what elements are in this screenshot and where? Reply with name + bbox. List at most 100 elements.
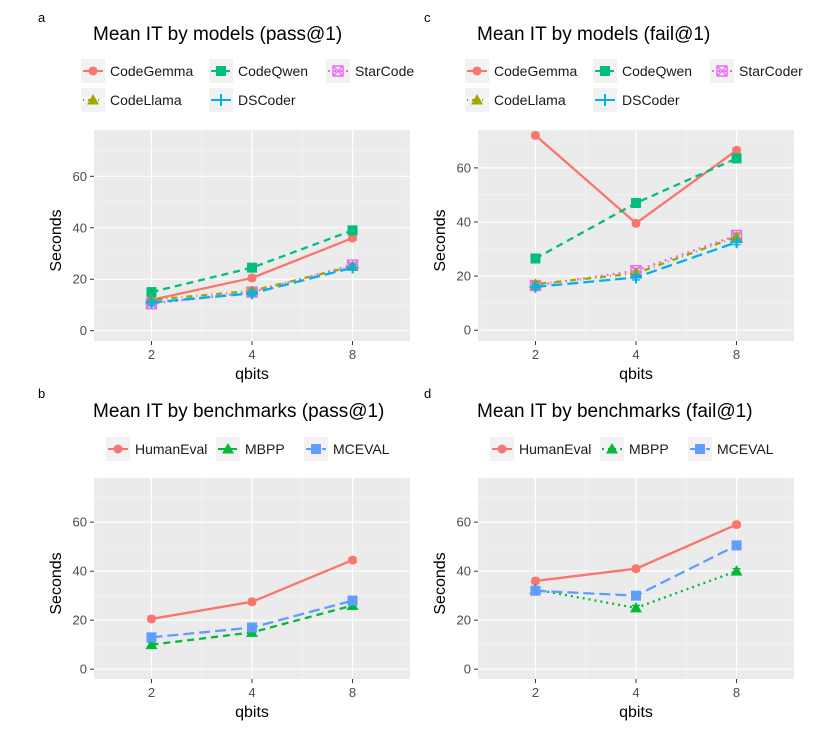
panel-b: b Mean IT by benchmarks (pass@1) HumanEval…: [38, 386, 410, 721]
legend: CodeGemma CodeQwen StarCoder CodeLlama DSCod…: [465, 59, 803, 112]
legend-label: MCEVAL: [717, 441, 774, 457]
legend-label: HumanEval: [135, 441, 207, 457]
legend-label: DSCoder: [622, 92, 680, 108]
x-tick-label: 4: [632, 347, 639, 362]
x-tick-label: 8: [733, 685, 740, 700]
y-tick-label: 20: [457, 613, 471, 628]
data-point: [146, 614, 156, 624]
y-tick-label: 0: [464, 323, 471, 338]
legend-key-marker: [87, 94, 99, 105]
data-point: [731, 540, 742, 551]
legend-key-marker: [606, 443, 618, 454]
legend-key-marker: [215, 94, 227, 106]
legend-key-marker: [695, 444, 705, 454]
y-axis-title: Seconds: [432, 552, 449, 614]
legend-key-marker: [113, 444, 123, 454]
data-point: [631, 564, 641, 574]
series-dscoder: [145, 261, 359, 309]
legend-label: CodeGemma: [110, 63, 193, 79]
x-axis-title: qbits: [235, 366, 269, 383]
data-point: [732, 145, 742, 155]
series-codegemma: [530, 130, 742, 228]
data-point: [530, 585, 541, 596]
data-point: [348, 233, 358, 243]
chart-title: Mean IT by benchmarks (pass@1): [93, 401, 384, 422]
y-tick-label: 60: [73, 169, 87, 184]
legend-item: CodeLlama: [465, 88, 566, 112]
panel-d: d Mean IT by benchmarks (fail@1) HumanEval…: [424, 386, 794, 721]
legend-key-marker: [497, 444, 507, 454]
x-tick-label: 4: [248, 347, 255, 362]
x-tick-label: 8: [349, 685, 356, 700]
legend-label: CodeQwen: [622, 63, 692, 79]
legend-item: DSCoder: [209, 88, 296, 112]
legend-key-marker: [332, 65, 344, 77]
data-point: [732, 520, 742, 530]
series-line: [151, 229, 353, 294]
legend-item: CodeQwen: [593, 59, 692, 83]
data-point: [347, 225, 358, 236]
y-tick-label: 60: [457, 515, 471, 530]
series-humaneval: [146, 555, 358, 624]
legend-key-marker: [222, 443, 234, 454]
chart-title: Mean IT by models (pass@1): [93, 24, 342, 45]
y-axis-title: Seconds: [432, 209, 449, 271]
data-point: [630, 601, 642, 613]
legend-label: HumanEval: [519, 441, 591, 457]
legend-item: MCEVAL: [304, 437, 390, 461]
legend-label: StarCoder: [739, 63, 803, 79]
series-codeqwen: [146, 225, 358, 298]
legend-item: HumanEval: [490, 437, 591, 461]
legend-label: CodeQwen: [238, 63, 308, 79]
chart-title: Mean IT by models (fail@1): [477, 24, 710, 45]
legend-label: MCEVAL: [333, 441, 390, 457]
data-point: [146, 632, 157, 643]
legend-label: MBPP: [245, 441, 285, 457]
legend-item: DSCoder: [593, 88, 680, 112]
data-point: [247, 262, 257, 273]
data-point: [247, 622, 257, 633]
y-tick-label: 0: [80, 323, 87, 338]
legend-item: MBPP: [600, 437, 669, 461]
y-axis-title: Seconds: [48, 209, 65, 271]
legend: HumanEval MBPP MCEVAL: [490, 437, 774, 461]
data-point: [630, 271, 642, 284]
legend-key-marker: [88, 66, 98, 76]
x-tick-label: 8: [733, 347, 740, 362]
data-point: [530, 576, 540, 586]
x-tick-label: 2: [148, 685, 155, 700]
legend-item: HumanEval: [106, 437, 207, 461]
data-point: [348, 555, 358, 565]
series-codeqwen: [530, 153, 742, 264]
data-point: [631, 198, 641, 209]
y-tick-label: 60: [457, 160, 471, 175]
legend-key-marker: [716, 65, 728, 77]
data-point: [246, 287, 258, 300]
data-point: [631, 218, 641, 228]
legend-item: CodeGemma: [465, 59, 577, 83]
legend-label: CodeGemma: [494, 63, 577, 79]
legend-item: StarCoder: [710, 59, 803, 83]
legend-label: DSCoder: [238, 92, 296, 108]
x-axis-title: qbits: [235, 704, 269, 721]
y-tick-label: 40: [457, 214, 471, 229]
x-tick-label: 2: [532, 685, 539, 700]
data-point: [146, 287, 157, 298]
legend-item: CodeGemma: [81, 59, 193, 83]
data-point: [731, 153, 742, 164]
series-mceval: [146, 595, 358, 643]
legend-item: MBPP: [216, 437, 285, 461]
legend-key-marker: [472, 66, 482, 76]
legend-key-marker: [216, 66, 226, 76]
y-tick-label: 40: [73, 564, 87, 579]
data-point: [145, 638, 158, 650]
legend-item: MCEVAL: [688, 437, 774, 461]
series-dscoder: [529, 236, 743, 293]
legend-label: CodeLlama: [110, 92, 182, 108]
legend: HumanEval MBPP MCEVAL: [106, 437, 390, 461]
y-tick-label: 20: [73, 272, 87, 287]
data-point: [730, 236, 743, 249]
data-point: [730, 565, 743, 576]
